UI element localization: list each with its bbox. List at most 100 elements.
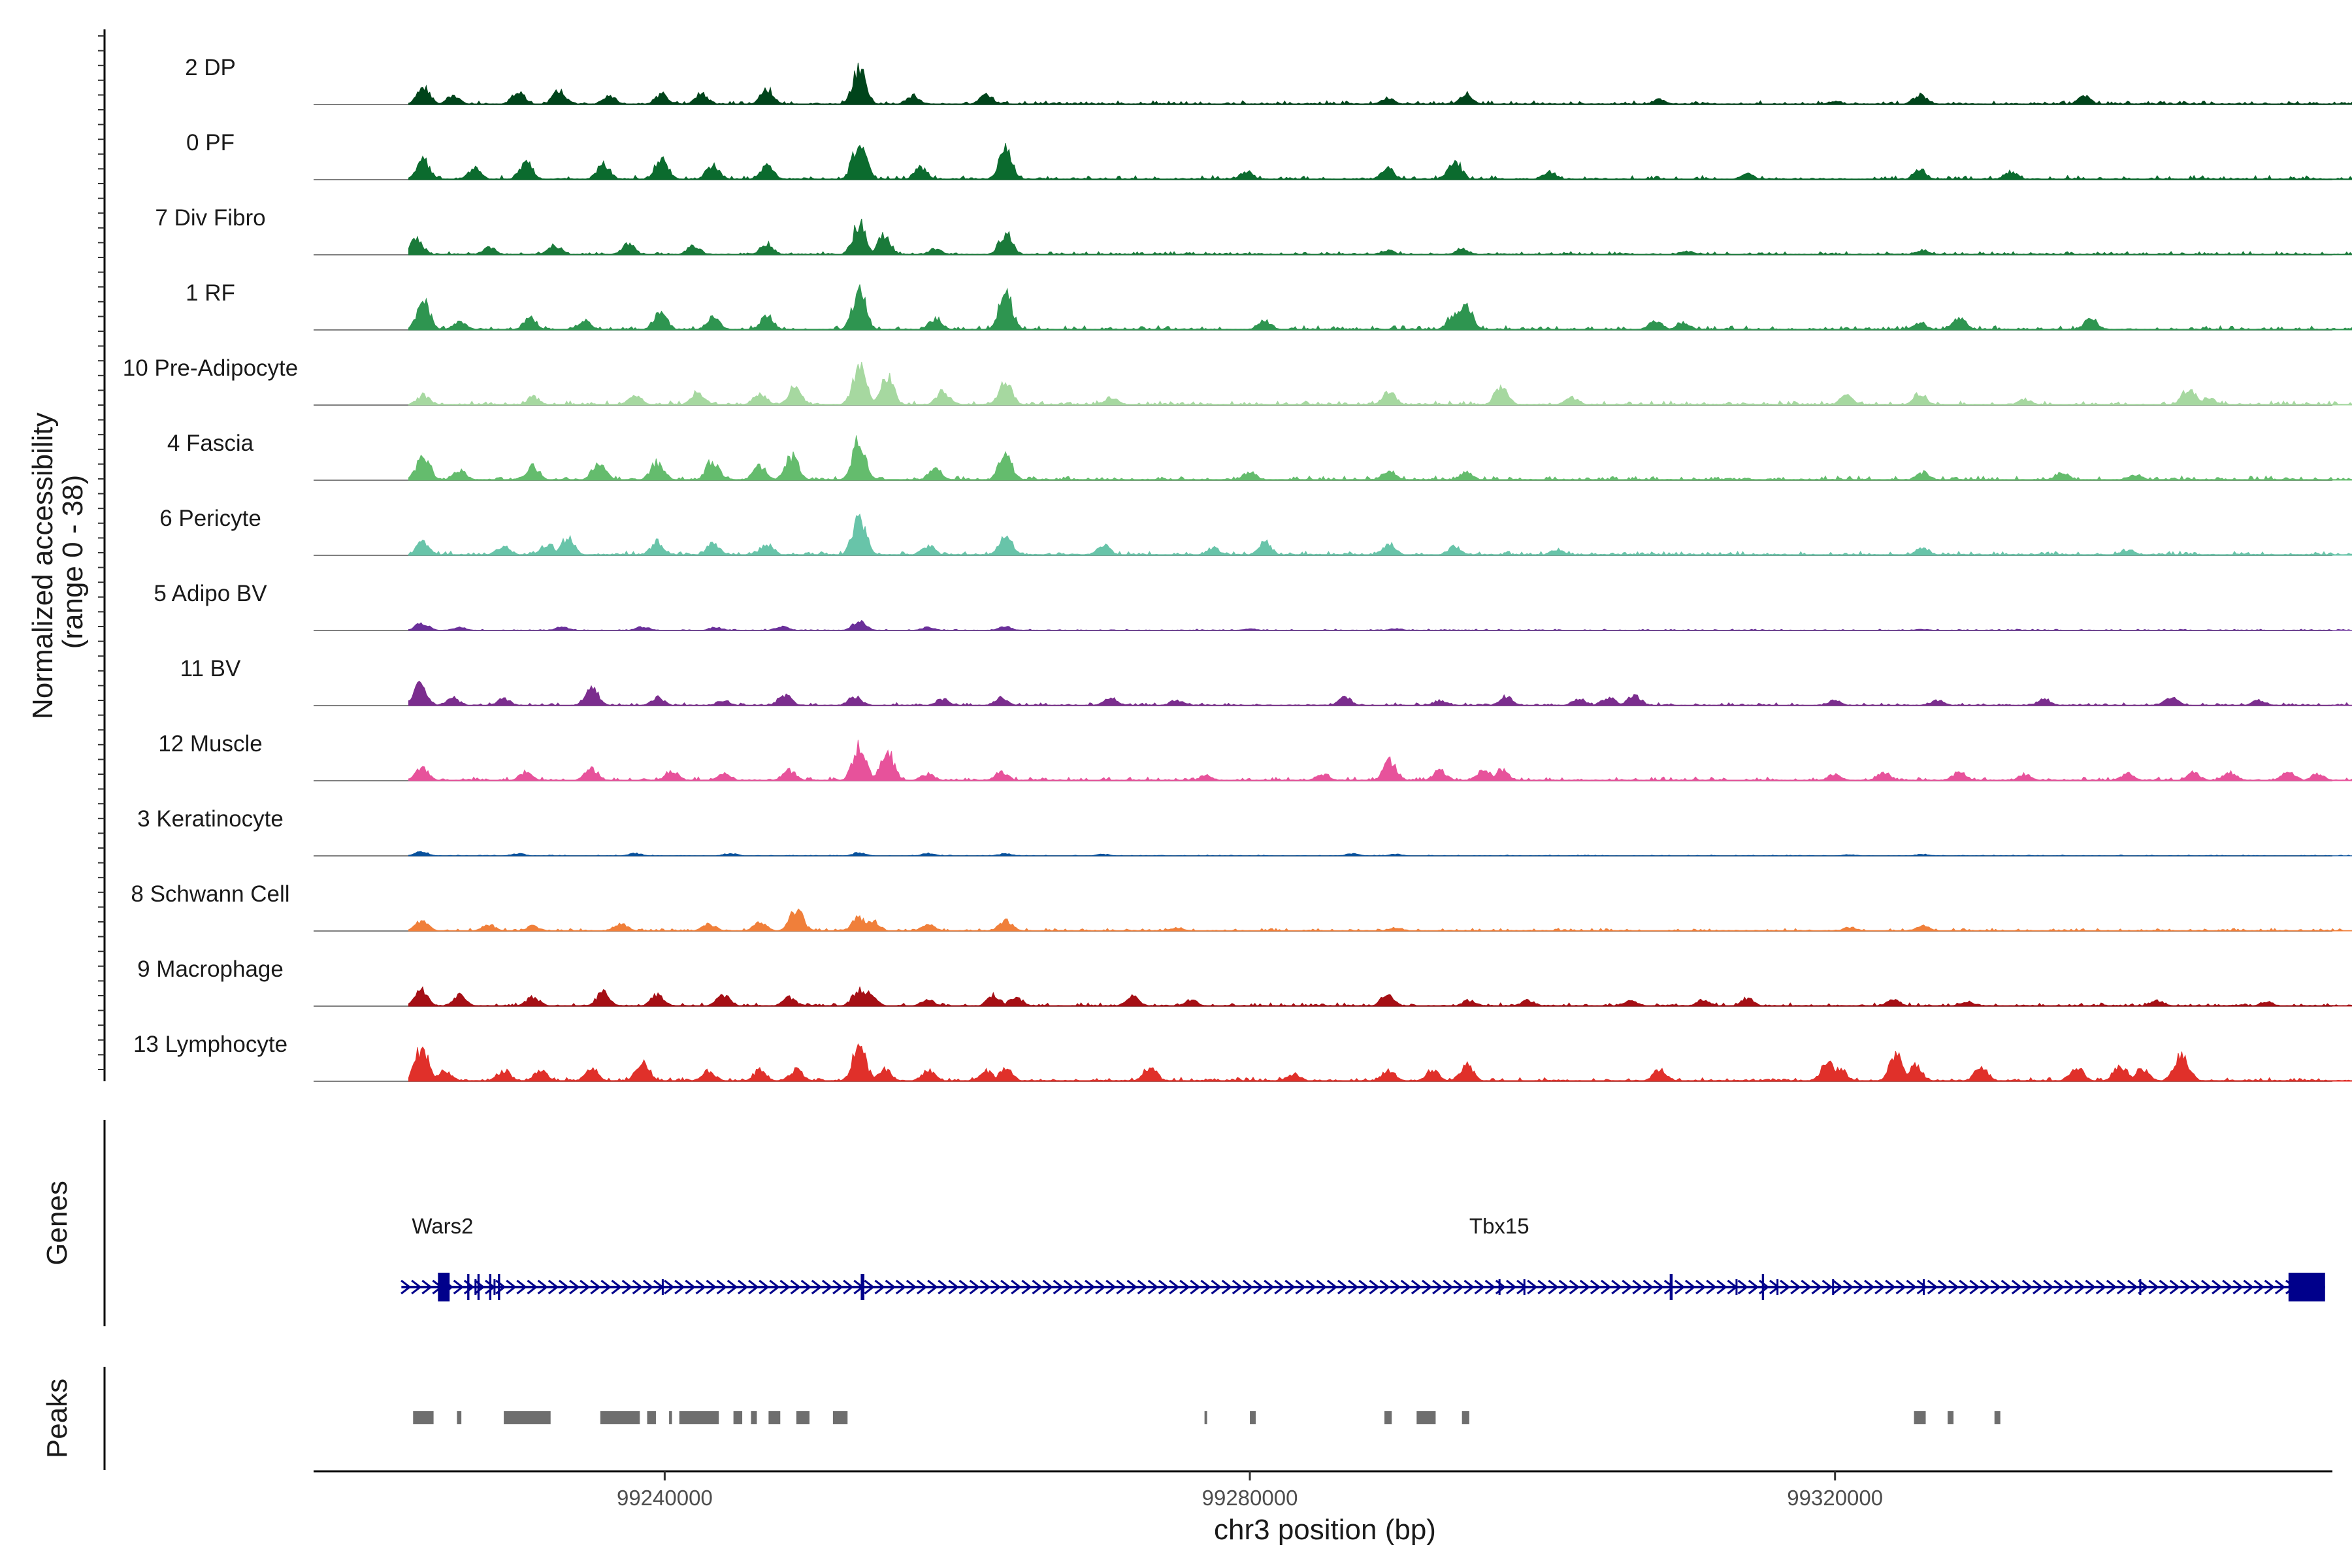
strand-arrow xyxy=(674,1279,685,1295)
strand-arrow xyxy=(400,1279,412,1295)
strand-arrow xyxy=(1000,1279,1011,1295)
strand-arrow xyxy=(1811,1279,1822,1295)
gene-exon xyxy=(1523,1279,1526,1295)
strand-arrow xyxy=(1611,1279,1622,1295)
strand-arrow xyxy=(2264,1279,2276,1295)
gene-exon xyxy=(493,1279,496,1295)
track-1-rf xyxy=(314,284,2352,331)
gene-track: Wars2 Tbx15 xyxy=(400,1214,2325,1301)
track-label-3-keratinocyte: 3 Keratinocyte xyxy=(137,806,284,832)
coverage-area-2-dp xyxy=(408,62,2352,105)
strand-arrow xyxy=(716,1279,728,1295)
strand-arrow xyxy=(1169,1279,1180,1295)
x-axis-ticks: 99240000992800009932000099360000 xyxy=(617,1471,1883,1510)
track-label-6-pericyte: 6 Pericyte xyxy=(159,506,261,531)
strand-arrow xyxy=(874,1279,885,1295)
strand-arrow xyxy=(1158,1279,1169,1295)
track-labels: 2 DP 0 PF 7 Div Fibro 1 RF 10 Pre-Adipocyte 4… xyxy=(123,55,298,1057)
strand-arrow xyxy=(1032,1279,1043,1295)
track-5-adipo-bv xyxy=(314,619,2352,631)
strand-arrow xyxy=(1379,1279,1390,1295)
strand-arrow xyxy=(1085,1279,1096,1295)
strand-arrow xyxy=(2053,1279,2065,1295)
strand-arrow xyxy=(1632,1279,1643,1295)
track-label-11-bv: 11 BV xyxy=(180,656,241,681)
peak-region xyxy=(751,1411,757,1424)
coverage-area-5-adipo-bv xyxy=(408,619,2352,631)
strand-arrow xyxy=(1242,1279,1254,1295)
track-label-1-rf: 1 RF xyxy=(186,280,235,306)
strand-arrow xyxy=(1927,1279,1938,1295)
strand-arrow xyxy=(790,1279,802,1295)
y-axis-minor-ticks xyxy=(98,35,105,1070)
strand-arrow xyxy=(811,1279,823,1295)
peak-track xyxy=(413,1411,2001,1424)
gene-label-wars2: Wars2 xyxy=(412,1214,473,1238)
strand-arrow xyxy=(1801,1279,1812,1295)
strand-arrow xyxy=(2201,1279,2212,1295)
strand-arrow xyxy=(2021,1279,2033,1295)
gene-exon xyxy=(477,1274,480,1300)
strand-arrow xyxy=(990,1279,1002,1295)
strand-arrow xyxy=(1706,1279,1717,1295)
track-label-9-macrophage: 9 Macrophage xyxy=(137,956,284,982)
coverage-area-8-schwann-cell xyxy=(408,908,2352,932)
strand-arrow xyxy=(1063,1279,1075,1295)
coverage-area-11-bv xyxy=(408,680,2352,706)
peak-region xyxy=(1384,1411,1392,1424)
strand-arrow xyxy=(1959,1279,1970,1295)
gene-exon xyxy=(438,1273,450,1301)
peak-region xyxy=(768,1411,781,1424)
track-4-fascia xyxy=(314,435,2352,481)
peak-region xyxy=(733,1411,743,1424)
strand-arrow xyxy=(727,1279,738,1295)
strand-arrow xyxy=(895,1279,907,1295)
strand-arrow xyxy=(1969,1279,1980,1295)
peaks-axis-title: Peaks xyxy=(41,1379,73,1458)
track-13-lymphocyte xyxy=(314,1043,2352,1082)
track-9-macrophage xyxy=(314,986,2352,1007)
strand-arrow xyxy=(1474,1279,1486,1295)
strand-arrow xyxy=(2212,1279,2223,1295)
strand-arrow xyxy=(506,1279,517,1295)
track-label-12-muscle: 12 Muscle xyxy=(158,731,263,757)
x-tick-label: 99320000 xyxy=(1787,1486,1883,1510)
strand-arrow xyxy=(611,1279,622,1295)
gene-label-tbx15: Tbx15 xyxy=(1469,1214,1529,1238)
strand-arrow xyxy=(1748,1279,1759,1295)
strand-arrow xyxy=(621,1279,633,1295)
track-label-7-div-fibro: 7 Div Fibro xyxy=(155,205,265,231)
strand-arrow xyxy=(1821,1279,1833,1295)
strand-arrow xyxy=(1305,1279,1317,1295)
strand-arrow xyxy=(1211,1279,1222,1295)
y-axis-title-line2: (range 0 - 38) xyxy=(57,475,89,649)
strand-arrow xyxy=(1663,1279,1675,1295)
strand-arrow xyxy=(600,1279,612,1295)
strand-arrow xyxy=(1390,1279,1401,1295)
track-3-keratinocyte xyxy=(314,851,2352,857)
track-11-bv xyxy=(314,680,2352,706)
strand-arrow xyxy=(2180,1279,2191,1295)
peak-region xyxy=(457,1411,462,1424)
gene-exon xyxy=(860,1274,865,1300)
track-6-pericyte xyxy=(314,513,2352,556)
coverage-area-1-rf xyxy=(408,284,2352,331)
strand-arrow xyxy=(516,1279,527,1295)
coverage-area-13-lymphocyte xyxy=(408,1043,2352,1082)
strand-arrow xyxy=(1432,1279,1443,1295)
strand-arrow xyxy=(2074,1279,2085,1295)
strand-arrow xyxy=(1126,1279,1138,1295)
strand-arrow xyxy=(1674,1279,1686,1295)
strand-arrow xyxy=(1443,1279,1454,1295)
coverage-area-10-pre-adipocyte xyxy=(408,361,2352,406)
strand-arrow xyxy=(2253,1279,2265,1295)
track-0-pf xyxy=(314,143,2352,180)
strand-arrow xyxy=(569,1279,580,1295)
track-label-5-adipo-bv: 5 Adipo BV xyxy=(154,581,267,606)
strand-arrow xyxy=(558,1279,570,1295)
strand-arrow xyxy=(411,1279,422,1295)
strand-arrow xyxy=(832,1279,843,1295)
strand-arrow xyxy=(421,1279,433,1295)
strand-arrow xyxy=(864,1279,875,1295)
strand-arrow xyxy=(1316,1279,1328,1295)
